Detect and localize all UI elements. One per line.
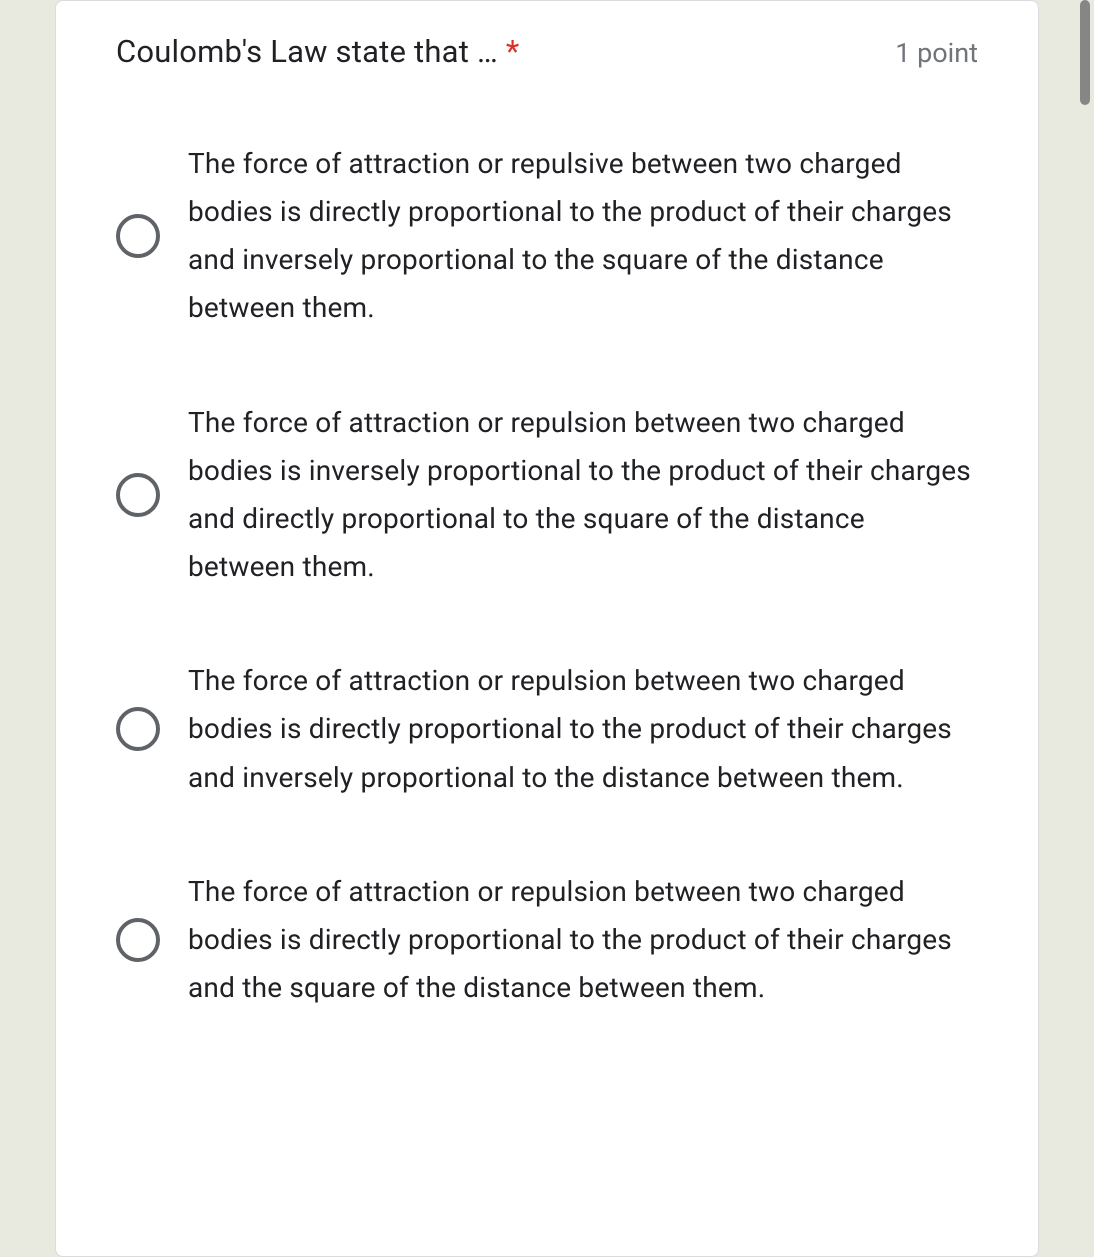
option-row[interactable]: The force of attraction or repulsive bet… [116,140,978,333]
points-label: 1 point [895,37,978,69]
option-text: The force of attraction or repulsion bet… [188,868,978,1012]
options-container: The force of attraction or repulsive bet… [116,140,978,1012]
option-text: The force of attraction or repulsion bet… [188,399,978,592]
scrollbar-thumb[interactable] [1080,0,1090,105]
option-text: The force of attraction or repulsion bet… [188,657,978,801]
option-text: The force of attraction or repulsive bet… [188,140,978,333]
option-row[interactable]: The force of attraction or repulsion bet… [116,399,978,592]
question-title-wrapper: Coulomb's Law state that … * [116,33,519,70]
radio-button[interactable] [116,707,160,751]
question-title: Coulomb's Law state that … [116,33,498,70]
radio-button[interactable] [116,214,160,258]
radio-button[interactable] [116,918,160,962]
question-header: Coulomb's Law state that … * 1 point [116,33,978,70]
question-card: Coulomb's Law state that … * 1 point The… [55,0,1039,1257]
radio-button[interactable] [116,473,160,517]
required-asterisk: * [506,33,520,70]
option-row[interactable]: The force of attraction or repulsion bet… [116,868,978,1012]
option-row[interactable]: The force of attraction or repulsion bet… [116,657,978,801]
